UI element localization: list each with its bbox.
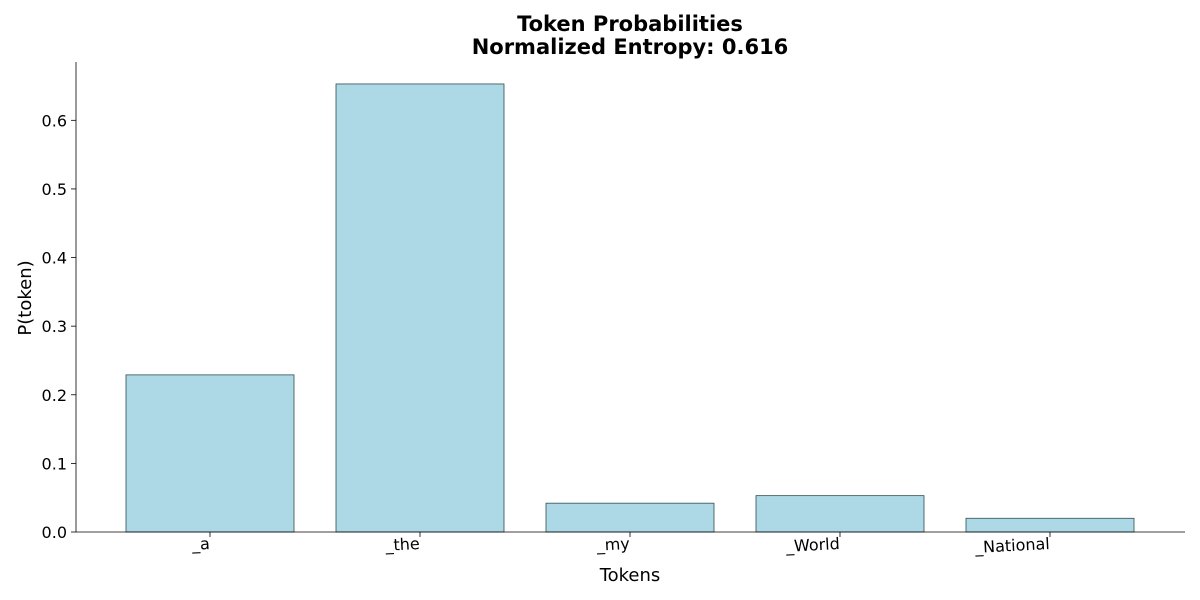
y-tick-label: 0.0: [42, 523, 67, 542]
chart-subtitle: Normalized Entropy: 0.616: [472, 35, 789, 59]
bar-national: [965, 517, 1135, 533]
y-tick-label: 0.5: [42, 180, 67, 199]
bars-group: [125, 83, 1135, 533]
x-tick-label: _National: [974, 534, 1051, 558]
x-tick-label: _the: [384, 534, 420, 556]
y-tick-label: 0.6: [42, 111, 67, 130]
x-axis-label: Tokens: [599, 565, 661, 586]
y-ticks-group: 0.0 0.1 0.2 0.3 0.4 0.5 0.6: [42, 111, 76, 542]
bar-a: [125, 374, 295, 533]
y-tick-label: 0.2: [42, 386, 67, 405]
chart-title: Token Probabilities: [517, 12, 743, 36]
bar-the: [335, 83, 505, 533]
bar-world: [755, 495, 925, 533]
y-tick-label: 0.4: [42, 249, 67, 268]
x-ticks-group: _a _the _my _World _National: [190, 532, 1051, 558]
y-tick-label: 0.1: [42, 454, 67, 473]
x-tick-label: _World: [784, 534, 840, 557]
y-tick-label: 0.3: [42, 317, 67, 336]
x-tick-label: _my: [595, 534, 630, 556]
x-tick-label: _a: [190, 534, 210, 555]
y-axis-label: P(token): [15, 260, 36, 335]
bar-my: [545, 502, 715, 533]
